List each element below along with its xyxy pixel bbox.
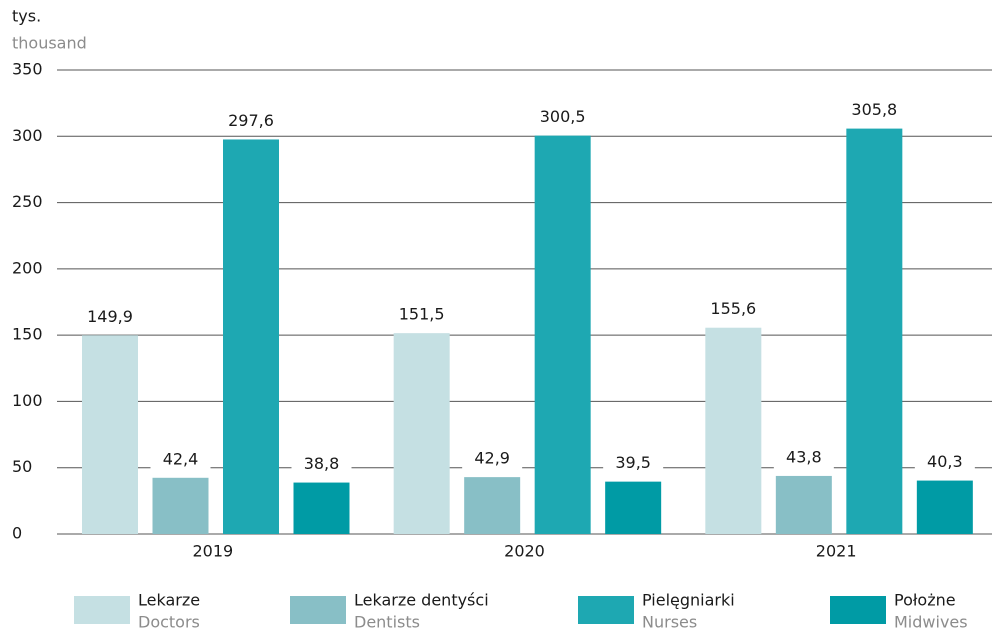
label-bg	[703, 297, 764, 322]
label-bg	[150, 447, 211, 472]
y-tick-label: 150	[12, 325, 43, 344]
x-tick-label: 2021	[816, 542, 857, 561]
value-label: 43,8	[786, 447, 822, 466]
label-bg	[80, 305, 140, 330]
value-label: 38,8	[304, 454, 340, 473]
y-tick-label: 100	[12, 391, 43, 410]
bar	[705, 327, 762, 534]
legend-label: Lekarze dentyści	[354, 591, 489, 610]
legend-label-en: Dentists	[354, 613, 420, 632]
legend-label: Położne	[894, 591, 956, 610]
y-axis-label-en: thousand	[12, 34, 87, 53]
bar	[152, 477, 209, 534]
legend-swatch	[830, 596, 886, 624]
y-tick-label: 350	[12, 60, 43, 79]
bar	[464, 477, 521, 534]
label-bg	[914, 450, 975, 475]
y-tick-label: 250	[12, 192, 43, 211]
y-tick-label: 50	[12, 457, 32, 476]
value-label: 40,3	[927, 452, 963, 471]
bar	[846, 128, 903, 535]
bar	[82, 335, 138, 534]
value-label: 151,5	[399, 305, 445, 324]
legend-swatch	[74, 596, 130, 624]
x-tick-label: 2019	[192, 542, 233, 561]
value-label: 297,6	[228, 111, 274, 130]
legend-swatch	[578, 596, 634, 624]
label-bg	[844, 98, 905, 123]
bar	[293, 482, 350, 534]
value-label: 300,5	[540, 107, 586, 126]
legend-swatch	[290, 596, 346, 624]
bar	[605, 481, 662, 534]
bar	[775, 475, 832, 534]
y-tick-label: 0	[12, 524, 22, 543]
label-bg	[532, 105, 593, 130]
label-bg	[221, 109, 281, 134]
legend-label-en: Midwives	[894, 613, 968, 632]
x-tick-label: 2020	[504, 542, 545, 561]
legend-label-en: Nurses	[642, 613, 697, 632]
label-bg	[773, 445, 834, 470]
y-tick-label: 300	[12, 126, 43, 145]
value-label: 305,8	[851, 100, 897, 119]
value-label: 39,5	[615, 453, 651, 472]
bar	[916, 480, 973, 534]
legend-label: Pielęgniarki	[642, 591, 735, 610]
label-bg	[291, 452, 352, 477]
value-label: 155,6	[710, 299, 756, 318]
value-label: 42,9	[474, 449, 510, 468]
legend-label-en: Doctors	[138, 613, 200, 632]
label-bg	[603, 451, 664, 476]
bar	[393, 333, 450, 534]
label-bg	[391, 303, 452, 328]
legend-label: Lekarze	[138, 591, 200, 610]
bar	[223, 139, 279, 535]
y-tick-label: 200	[12, 258, 43, 277]
value-label: 149,9	[87, 307, 133, 326]
value-label: 42,4	[163, 449, 199, 468]
bar	[534, 135, 591, 534]
y-axis-label: tys.	[12, 7, 41, 26]
label-bg	[462, 447, 523, 472]
